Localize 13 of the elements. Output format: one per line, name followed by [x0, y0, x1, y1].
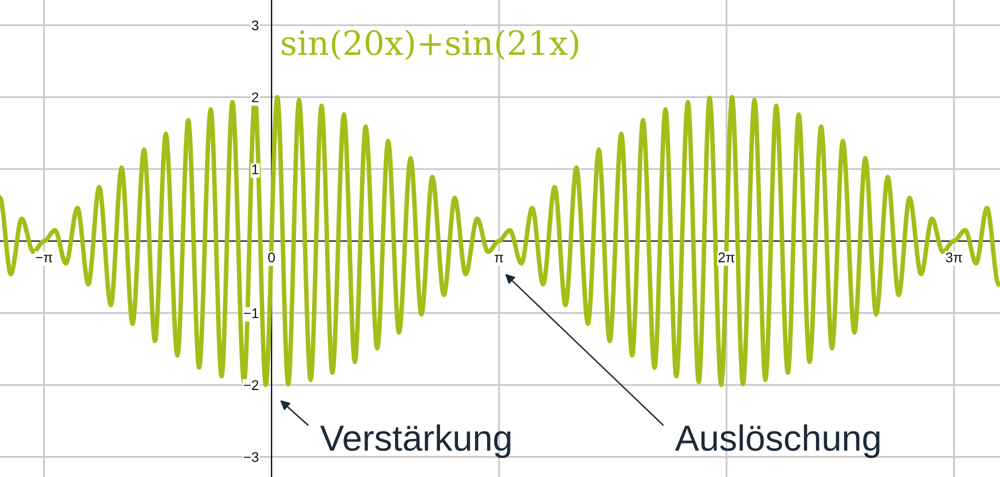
y-tick-label: −1: [244, 308, 258, 318]
x-tick-label: 0: [268, 252, 275, 262]
annotation: Verstärkung: [320, 424, 510, 458]
x-tick-label: 3π: [946, 252, 962, 262]
x-tick-label: 2π: [718, 252, 735, 262]
y-tick-label: −3: [244, 452, 258, 462]
legend-label: sin(20x)+sin(21x): [282, 30, 578, 60]
x-tick-label: π: [494, 254, 504, 262]
annotation: Auslöschung: [675, 424, 880, 458]
x-tick-label: −π: [36, 254, 52, 262]
y-tick-label: 3: [252, 20, 258, 30]
y-tick-label: 1: [252, 164, 258, 174]
y-tick-label: −2: [244, 380, 258, 390]
